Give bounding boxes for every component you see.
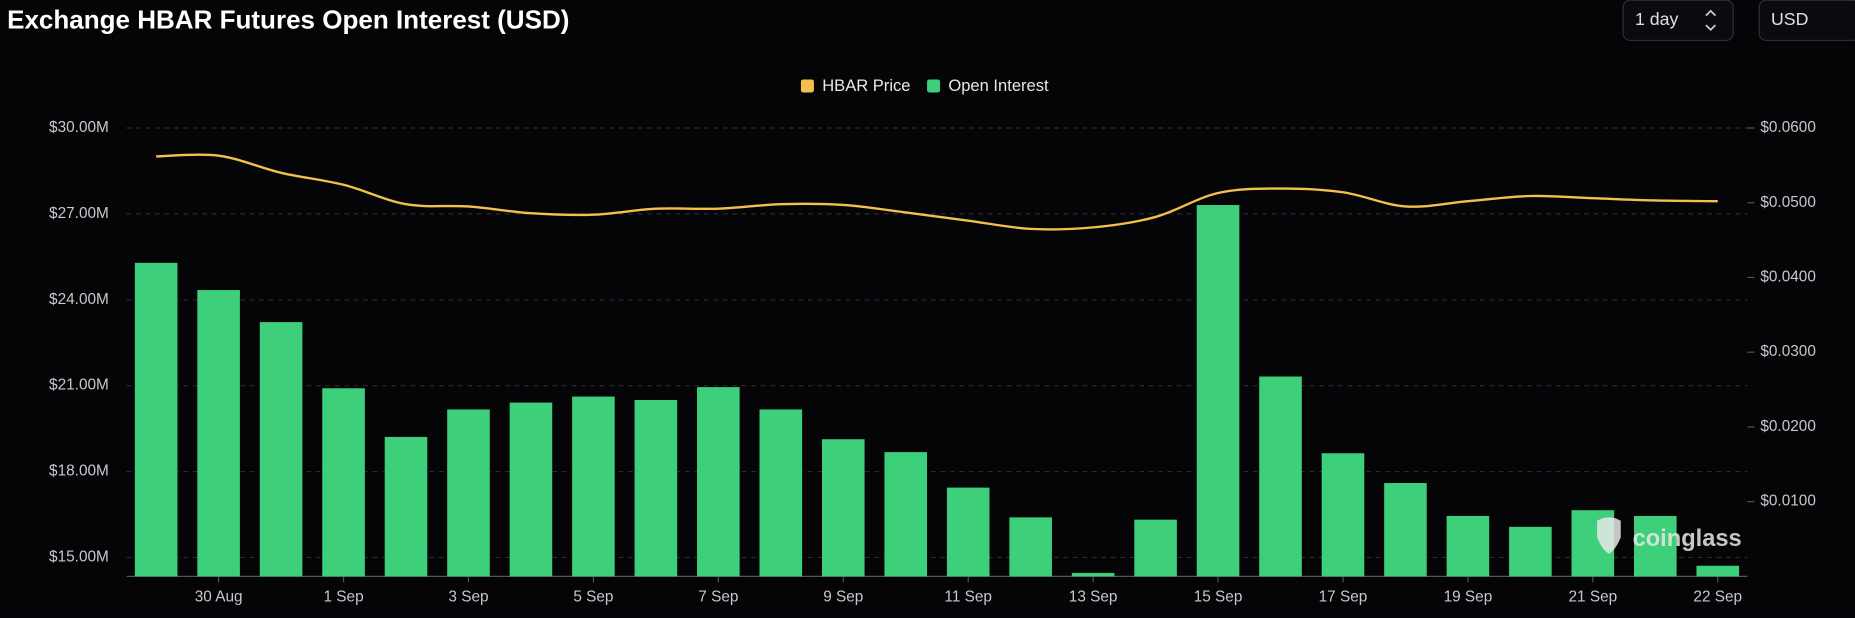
bar xyxy=(634,399,678,577)
x-tick-label: 30 Aug xyxy=(195,589,243,606)
interval-select[interactable] xyxy=(1622,0,1734,42)
x-tick-label: 1 Sep xyxy=(323,589,363,606)
legend-label: HBAR Price xyxy=(822,76,910,95)
bar xyxy=(821,439,865,577)
watermark: coinglass xyxy=(1633,526,1742,552)
watermark-logo xyxy=(1597,517,1621,554)
bar xyxy=(697,387,740,577)
bar xyxy=(1384,483,1427,577)
bar xyxy=(259,322,303,577)
legend-swatch xyxy=(927,79,941,93)
x-tick-label: 17 Sep xyxy=(1319,589,1368,606)
bar xyxy=(884,452,928,577)
x-tick-label: 13 Sep xyxy=(1069,589,1118,606)
x-tick-label: 19 Sep xyxy=(1444,589,1493,606)
x-tick-label: 3 Sep xyxy=(448,589,488,606)
bar xyxy=(1259,376,1302,577)
x-tick-label: 11 Sep xyxy=(944,589,992,606)
bar xyxy=(322,388,365,577)
x-tick-label: 21 Sep xyxy=(1568,589,1617,606)
bar xyxy=(572,396,615,577)
bar xyxy=(1071,572,1115,577)
bar xyxy=(134,262,178,577)
bar xyxy=(509,402,553,577)
currency-select[interactable] xyxy=(1758,0,1855,42)
legend-label: Open Interest xyxy=(948,76,1049,95)
bar xyxy=(1509,526,1552,577)
interval-select-label: 1 day xyxy=(1635,9,1679,29)
currency-select-label: USD xyxy=(1771,9,1808,29)
bar xyxy=(1696,565,1740,577)
bar xyxy=(1321,453,1365,577)
bar xyxy=(1009,517,1052,577)
x-tick-label: 7 Sep xyxy=(698,589,738,606)
y-tick-label: $15.00M xyxy=(49,549,109,566)
y2-tick-label: $0.0400 xyxy=(1760,269,1816,286)
y-tick-label: $21.00M xyxy=(49,377,109,394)
y-tick-label: $24.00M xyxy=(49,291,109,308)
y2-tick-label: $0.0300 xyxy=(1760,343,1816,360)
y-tick-label: $27.00M xyxy=(49,205,109,222)
chart-title: Exchange HBAR Futures Open Interest (USD… xyxy=(7,4,569,34)
x-tick-label: 5 Sep xyxy=(573,589,613,606)
x-tick-label: 22 Sep xyxy=(1693,589,1742,606)
bar xyxy=(946,487,990,577)
bar xyxy=(384,436,428,577)
y2-tick-label: $0.0200 xyxy=(1760,418,1816,435)
bar xyxy=(1634,515,1677,577)
bar xyxy=(447,409,490,577)
y-tick-label: $30.00M xyxy=(49,119,109,136)
y2-tick-label: $0.0100 xyxy=(1760,493,1816,510)
legend-swatch xyxy=(800,79,814,93)
chevron-icon xyxy=(1705,9,1717,32)
y2-tick-label: $0.0500 xyxy=(1760,194,1816,211)
y2-tick-label: $0.0600 xyxy=(1760,119,1816,136)
bar xyxy=(1134,519,1177,577)
x-tick-label: 15 Sep xyxy=(1194,589,1243,606)
y-tick-label: $18.00M xyxy=(49,463,109,480)
bar xyxy=(1446,515,1490,577)
price-line xyxy=(156,153,1718,231)
bar xyxy=(197,290,240,577)
bar xyxy=(1196,205,1240,577)
x-tick-label: 9 Sep xyxy=(823,589,863,606)
bar xyxy=(759,409,803,577)
